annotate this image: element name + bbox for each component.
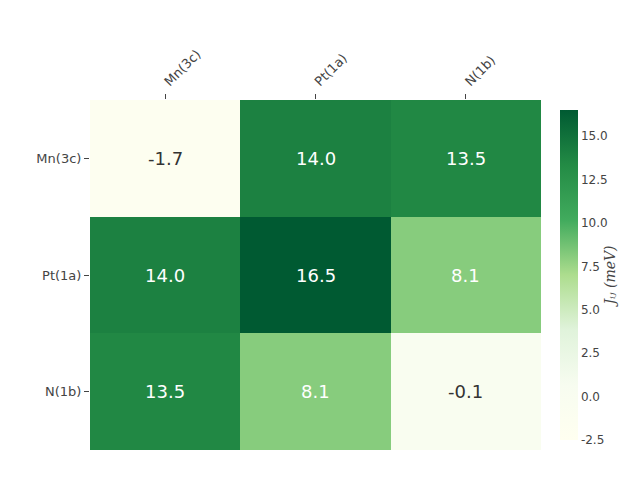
svg-text:8.1: 8.1 — [451, 265, 480, 286]
svg-text:13.5: 13.5 — [145, 381, 185, 402]
svg-text:12.5: 12.5 — [581, 173, 608, 187]
svg-text:7.5: 7.5 — [581, 260, 600, 274]
svg-text:0.0: 0.0 — [581, 390, 600, 404]
svg-text:10.0: 10.0 — [581, 216, 608, 230]
svg-text:-1.7: -1.7 — [148, 148, 183, 169]
svg-text:14.0: 14.0 — [296, 148, 336, 169]
svg-text:Jᵢⱼ (meV): Jᵢⱼ (meV) — [602, 245, 618, 307]
svg-text:Pt(1a): Pt(1a) — [312, 51, 350, 89]
svg-text:5.0: 5.0 — [581, 303, 600, 317]
svg-text:2.5: 2.5 — [581, 346, 600, 360]
svg-text:15.0: 15.0 — [581, 129, 608, 143]
svg-text:16.5: 16.5 — [296, 265, 336, 286]
svg-text:N(1b): N(1b) — [45, 384, 81, 399]
svg-text:Mn(3c): Mn(3c) — [161, 47, 203, 89]
svg-text:-0.1: -0.1 — [448, 381, 483, 402]
svg-text:14.0: 14.0 — [145, 265, 185, 286]
svg-text:13.5: 13.5 — [446, 148, 486, 169]
svg-text:8.1: 8.1 — [301, 381, 330, 402]
svg-text:-2.5: -2.5 — [581, 433, 604, 447]
svg-text:Pt(1a): Pt(1a) — [42, 268, 81, 283]
svg-text:Mn(3c): Mn(3c) — [36, 151, 81, 166]
svg-text:N(1b): N(1b) — [462, 53, 498, 89]
